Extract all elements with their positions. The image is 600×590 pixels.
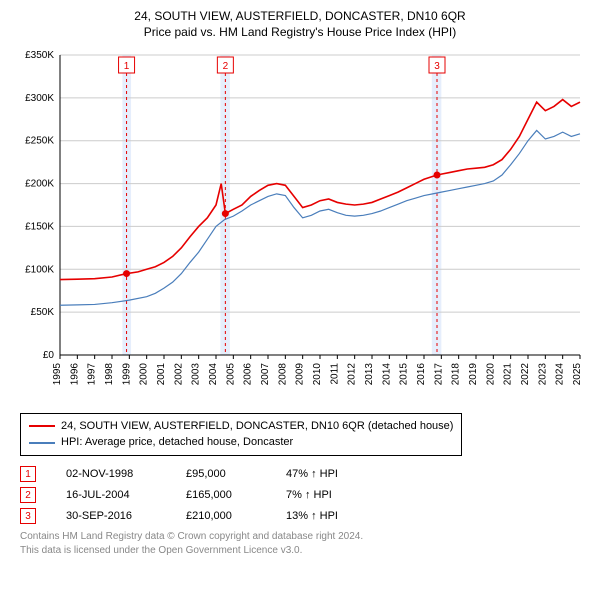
marker-row-2: 2 16-JUL-2004 £165,000 7% ↑ HPI [20,485,580,506]
svg-text:1999: 1999 [121,362,132,385]
svg-text:2009: 2009 [295,362,306,385]
marker-badge-1: 1 [20,466,36,482]
svg-text:1996: 1996 [69,362,80,385]
svg-text:£350K: £350K [25,50,54,61]
svg-text:1997: 1997 [87,362,98,385]
svg-text:2015: 2015 [399,362,410,385]
svg-text:2003: 2003 [191,362,202,385]
svg-text:2013: 2013 [364,362,375,385]
chart-title-line1: 24, SOUTH VIEW, AUSTERFIELD, DONCASTER, … [10,8,590,25]
marker-delta-1: 47% ↑ HPI [286,464,376,485]
svg-text:3: 3 [434,61,440,72]
svg-text:2019: 2019 [468,362,479,385]
svg-text:1995: 1995 [52,362,63,385]
legend-item-property: 24, SOUTH VIEW, AUSTERFIELD, DONCASTER, … [29,418,453,435]
legend-label-hpi: HPI: Average price, detached house, Donc… [61,434,293,451]
svg-text:2008: 2008 [277,362,288,385]
marker-delta-3: 13% ↑ HPI [286,506,376,527]
chart-title-line2: Price paid vs. HM Land Registry's House … [10,25,590,39]
svg-text:2017: 2017 [433,362,444,385]
sales-markers-table: 1 02-NOV-1998 £95,000 47% ↑ HPI 2 16-JUL… [20,464,580,527]
svg-text:2010: 2010 [312,362,323,385]
marker-price-1: £95,000 [186,464,256,485]
marker-row-3: 3 30-SEP-2016 £210,000 13% ↑ HPI [20,506,580,527]
svg-text:2024: 2024 [555,362,566,385]
legend-swatch-property [29,425,55,427]
marker-price-3: £210,000 [186,506,256,527]
svg-text:2012: 2012 [347,362,358,385]
svg-text:2014: 2014 [381,362,392,385]
marker-date-2: 16-JUL-2004 [66,485,156,506]
svg-text:2000: 2000 [139,362,150,385]
marker-row-1: 1 02-NOV-1998 £95,000 47% ↑ HPI [20,464,580,485]
marker-date-3: 30-SEP-2016 [66,506,156,527]
footnote-line2: This data is licensed under the Open Gov… [20,544,580,558]
svg-text:£50K: £50K [31,307,55,318]
svg-text:2004: 2004 [208,362,219,385]
svg-text:2007: 2007 [260,362,271,385]
chart-legend: 24, SOUTH VIEW, AUSTERFIELD, DONCASTER, … [20,413,462,456]
svg-text:2021: 2021 [503,362,514,385]
svg-text:£250K: £250K [25,136,54,147]
svg-text:2023: 2023 [537,362,548,385]
legend-label-property: 24, SOUTH VIEW, AUSTERFIELD, DONCASTER, … [61,418,453,435]
marker-price-2: £165,000 [186,485,256,506]
svg-text:2018: 2018 [451,362,462,385]
price-chart: £0 £50K £100K £150K £200K £250K £300K £350K 1995… [10,45,590,405]
marker-badge-3: 3 [20,508,36,524]
svg-text:£200K: £200K [25,178,54,189]
svg-text:1: 1 [124,61,130,72]
svg-text:£300K: £300K [25,93,54,104]
svg-text:£0: £0 [43,350,55,361]
legend-item-hpi: HPI: Average price, detached house, Donc… [29,434,453,451]
svg-text:2011: 2011 [329,362,340,384]
svg-text:2001: 2001 [156,362,167,385]
footnote-line1: Contains HM Land Registry data © Crown c… [20,530,580,544]
svg-text:1998: 1998 [104,362,115,385]
svg-text:2025: 2025 [572,362,583,385]
svg-text:2005: 2005 [225,362,236,385]
svg-text:2022: 2022 [520,362,531,385]
legend-swatch-hpi [29,442,55,444]
svg-text:2016: 2016 [416,362,427,385]
svg-text:2020: 2020 [485,362,496,385]
marker-badge-2: 2 [20,487,36,503]
svg-text:£150K: £150K [25,221,54,232]
marker-delta-2: 7% ↑ HPI [286,485,376,506]
svg-text:2002: 2002 [173,362,184,385]
marker-date-1: 02-NOV-1998 [66,464,156,485]
svg-text:2: 2 [223,61,229,72]
svg-text:2006: 2006 [243,362,254,385]
svg-text:£100K: £100K [25,264,54,275]
footnote: Contains HM Land Registry data © Crown c… [20,530,580,558]
